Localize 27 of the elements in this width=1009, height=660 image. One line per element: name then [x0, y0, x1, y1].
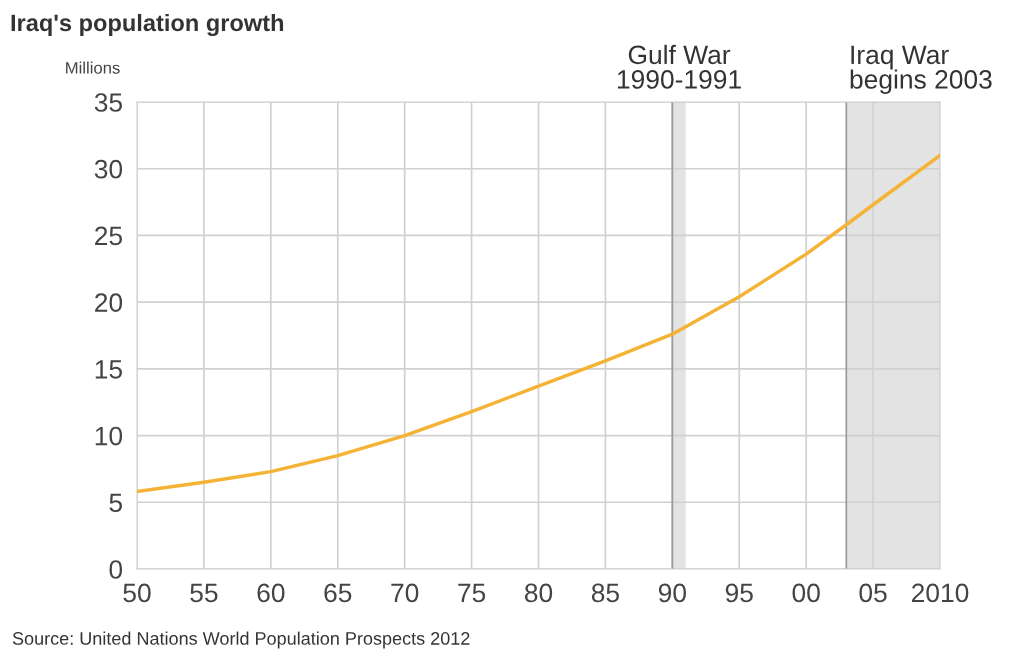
band-label: Gulf War 1990-1991: [617, 44, 741, 89]
x-tick-label: 60: [257, 583, 285, 603]
y-tick-label: 0: [109, 560, 123, 579]
x-tick-label: 50: [123, 583, 151, 603]
source-note: Source: United Nations World Population Prospects 2012: [12, 631, 470, 649]
x-tick-label: 80: [524, 583, 553, 603]
y-tick-label: 15: [95, 360, 123, 379]
y-tick-label: 5: [109, 493, 123, 513]
x-tick-label: 95: [725, 583, 753, 603]
y-tick-label: 20: [95, 293, 123, 312]
x-tick-label: 70: [391, 583, 419, 603]
y-tick-label: 30: [94, 159, 123, 179]
x-tick-label: 00: [792, 583, 820, 603]
x-tick-label: 90: [658, 583, 686, 603]
line-series: [137, 153, 940, 494]
x-tick-label: 2010: [911, 583, 969, 603]
x-tick-label: 85: [591, 583, 619, 603]
y-tick-label: 25: [95, 226, 123, 246]
chart-title: Iraq's population growth: [11, 13, 284, 37]
x-tick-label: 55: [190, 583, 218, 603]
y-tick-label: 35: [94, 93, 123, 112]
x-tick-label: 75: [458, 583, 486, 603]
x-tick-label: 05: [859, 583, 887, 603]
x-tick-label: 65: [324, 583, 352, 603]
band-label: Iraq War begins 2003: [850, 45, 992, 94]
y-axis-title: Millions: [66, 61, 120, 74]
y-tick-label: 10: [95, 426, 123, 446]
